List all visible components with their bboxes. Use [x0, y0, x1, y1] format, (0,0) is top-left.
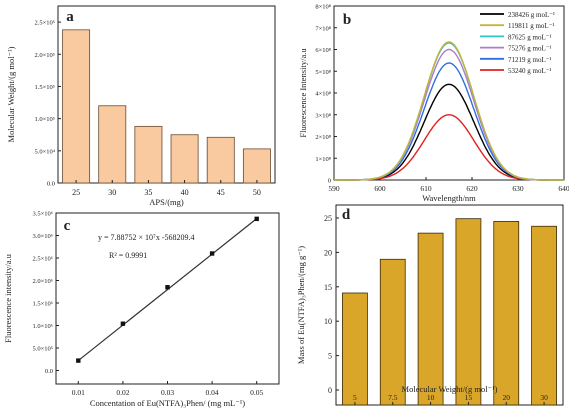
- panel-b-ytick-label: 2×10⁸: [315, 134, 331, 141]
- panel-b-ytick-label: 5×10⁸: [315, 69, 331, 76]
- panel-a-bar: [134, 125, 163, 184]
- panel-c-point: [254, 216, 259, 222]
- panel-c-point: [165, 285, 170, 290]
- panel-d-xlabel: Molecular Weight/(g mol⁻¹): [402, 384, 498, 394]
- panel-d-axes: [335, 204, 564, 406]
- panel-b-ytick-label: 7×10⁸: [315, 25, 331, 32]
- panel-c-ylabel: Fluorescence intensity/a.u: [3, 253, 13, 343]
- panel-a-xlabel: APS/(mg): [149, 197, 184, 207]
- panel-c-letter: c: [64, 218, 71, 234]
- panel-c-ytick-label: 2.0×10⁶: [32, 278, 53, 285]
- panel-b-axes: [333, 5, 565, 181]
- panel-c-point: [76, 358, 81, 363]
- panel-b-legend-label: 87625 g moL⁻¹: [508, 33, 552, 41]
- panel-a-axes: [57, 5, 276, 184]
- panel-c-xtick-label: 0.03: [161, 388, 174, 397]
- panel-a-ytick-label: 2.0×10⁵: [34, 52, 55, 59]
- panel-b-series-line: [334, 41, 564, 181]
- panel-a-bar: [242, 148, 271, 184]
- panel-a-xtick-label: 50: [253, 188, 261, 197]
- panel-a-xtick-label: 40: [181, 188, 189, 197]
- panel-b-legend-label: 119811 g moL⁻¹: [508, 22, 555, 30]
- panel-a-ytick-label: 2.5×10⁵: [34, 20, 55, 27]
- panel-d-ytick-label: 25: [324, 214, 332, 223]
- panel-a-bar: [206, 136, 235, 184]
- panel-b-xtick-label: 590: [328, 184, 340, 193]
- panel-d-bar: [455, 218, 482, 406]
- panel-b-legend-label: 53240 g moL⁻¹: [508, 67, 552, 75]
- panel-a-letter: a: [66, 9, 74, 25]
- panel-c-equation: y = 7.88752 × 10⁷x -568209.4: [98, 233, 194, 242]
- panel-c-ytick-label: 1.5×10⁶: [32, 301, 53, 308]
- panel-d-ytick-label: 5: [328, 352, 332, 361]
- panel-d-ylabel: Mass of Eu(NTFA)₃Phen/(mg g⁻¹): [296, 246, 306, 364]
- panel-b-letter: b: [343, 12, 351, 28]
- panel-a-bar: [62, 29, 91, 184]
- panel-a-xtick-label: 30: [108, 188, 116, 197]
- panel-c-r2: R² = 0.9991: [109, 251, 147, 260]
- panel-d-xtick-label: 30: [540, 393, 548, 402]
- panel-a-ylabel: Molecular Weight/(g mol⁻¹): [6, 46, 16, 142]
- panel-a-ytick-label: 5.0×10⁴: [34, 148, 55, 155]
- panel-b-ytick-label: 8×10⁸: [315, 4, 331, 11]
- panel-a-ytick-label: 1.5×10⁵: [34, 84, 55, 91]
- panel-b-series-line: [334, 114, 564, 181]
- panel-a-ytick-label: 0.0: [47, 181, 55, 188]
- panel-a-xtick-label: 25: [72, 188, 80, 197]
- panel-c-ytick-label: 3.5×10⁶: [32, 211, 53, 218]
- panel-b-series-line: [334, 83, 564, 181]
- panel-b-xtick-label: 610: [420, 184, 432, 193]
- panel-c-ytick-label: 0.0: [45, 368, 53, 375]
- panel-c-xtick-label: 0.02: [116, 388, 129, 397]
- panel-d-bar: [493, 221, 520, 406]
- panel-c-fit-line: [77, 218, 258, 362]
- panel-b-legend-label: 238426 g moL⁻¹: [508, 11, 555, 19]
- panel-b-xtick-label: 630: [512, 184, 524, 193]
- panel-c-xlabel: Concentation of Eu(NTFA)₃Phen/ (mg mL⁻¹): [90, 398, 245, 408]
- panel-a-xtick-label: 35: [144, 188, 152, 197]
- panel-d-xtick-label: 7.5: [388, 393, 398, 402]
- panel-d-xtick-label: 5: [353, 393, 357, 402]
- panel-d-bar: [417, 232, 444, 406]
- panel-d-xtick-label: 15: [465, 393, 473, 402]
- panel-a-bar: [170, 134, 199, 184]
- panel-b-ylabel: Fluorescence Intensity/a.u: [298, 48, 308, 138]
- panel-b-ytick-label: 6×10⁸: [315, 47, 331, 54]
- panel-c-xtick-label: 0.05: [250, 388, 263, 397]
- panel-c-ytick-label: 1.0×10⁶: [32, 323, 53, 330]
- panel-b-legend-label: 75276 g moL⁻¹: [508, 45, 552, 53]
- panel-c-xtick-label: 0.04: [206, 388, 219, 397]
- panel-d-ytick-label: 0: [328, 386, 332, 395]
- panel-b-ytick-label: 4×10⁸: [315, 91, 331, 98]
- panel-d-letter: d: [342, 207, 351, 223]
- panel-b-xtick-label: 620: [466, 184, 478, 193]
- panel-d-ytick-label: 20: [324, 248, 332, 257]
- panel-d-ytick-label: 10: [324, 317, 332, 326]
- panel-b-xtick-label: 600: [374, 184, 386, 193]
- panel-d-xtick-label: 10: [427, 393, 435, 402]
- panel-d-bar: [342, 292, 368, 406]
- panel-c-ytick-label: 3.0×10⁶: [32, 233, 53, 240]
- panel-c-ytick-label: 5.0×10⁵: [32, 346, 53, 353]
- panel-b-legend-label: 71219 g moL⁻¹: [508, 56, 552, 64]
- panel-b-series-line: [334, 62, 564, 181]
- panel-d-bar: [531, 225, 557, 406]
- panel-b-xtick-label: 640: [558, 184, 569, 193]
- panel-b-ytick-label: 1×10⁸: [315, 156, 331, 163]
- panel-b-xlabel: Wavelength/nm: [422, 193, 476, 203]
- panel-a-xtick-label: 45: [217, 188, 225, 197]
- panel-c-xtick-label: 0.01: [72, 388, 85, 397]
- panel-a-bar: [98, 105, 127, 184]
- panel-c-point: [120, 321, 126, 326]
- panel-c-ytick-label: 2.5×10⁶: [32, 256, 53, 263]
- panel-a-ytick-label: 1.0×10⁵: [34, 116, 55, 123]
- panel-b-ytick-label: 3×10⁸: [315, 112, 331, 119]
- panel-d-ytick-label: 15: [324, 283, 332, 292]
- panel-d-bar: [379, 258, 406, 406]
- panel-c-point: [209, 251, 215, 256]
- panel-d-xtick-label: 20: [503, 393, 511, 402]
- panel-b-ytick-label: 0: [328, 178, 331, 185]
